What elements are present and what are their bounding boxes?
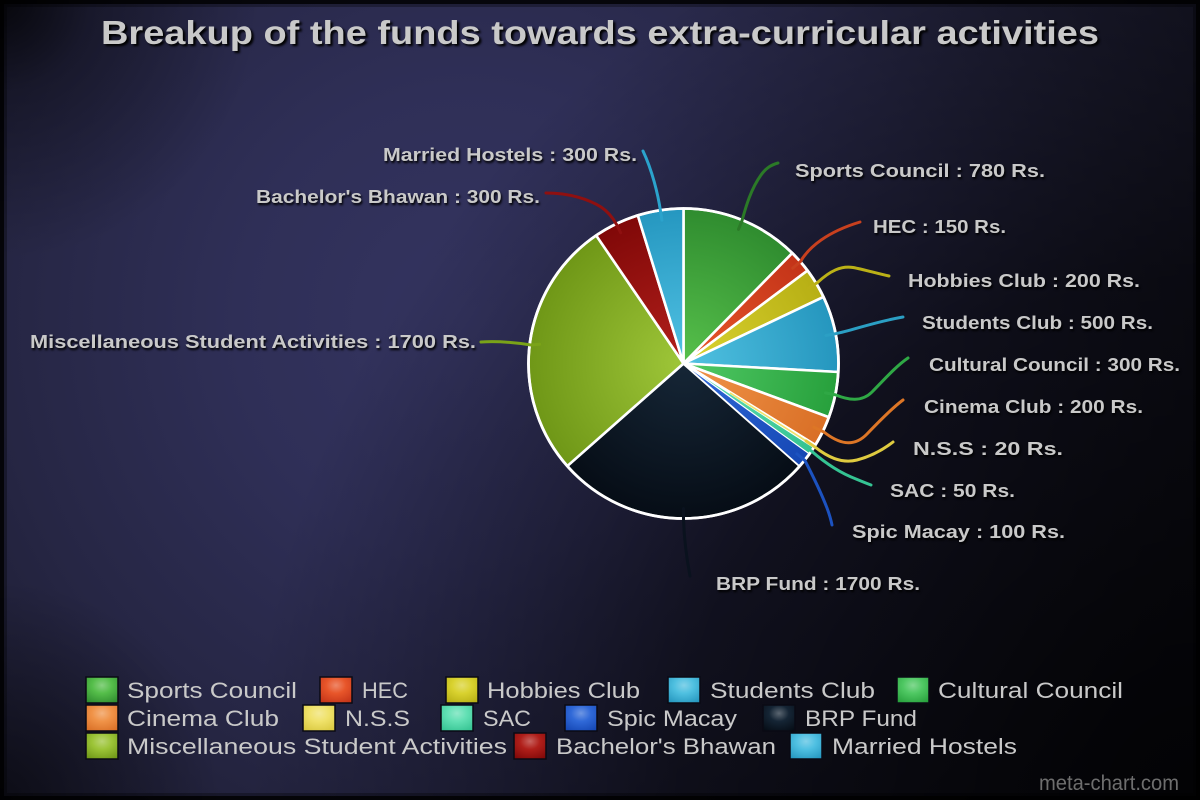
svg-text:SAC: SAC — [483, 706, 531, 731]
svg-text:Married Hostels : 300 Rs.: Married Hostels : 300 Rs. — [383, 144, 637, 165]
svg-text:Breakup of the funds towards e: Breakup of the funds towards extra-curri… — [101, 14, 1099, 51]
svg-text:Cinema Club : 200 Rs.: Cinema Club : 200 Rs. — [924, 396, 1143, 417]
svg-text:Miscellaneous Student Activiti: Miscellaneous Student Activities : 1700 … — [30, 331, 476, 352]
svg-text:SAC : 50 Rs.: SAC : 50 Rs. — [890, 480, 1015, 501]
svg-text:Sports Council : 780 Rs.: Sports Council : 780 Rs. — [795, 160, 1045, 181]
svg-text:Hobbies Club: Hobbies Club — [487, 678, 640, 703]
svg-text:Students Club : 500 Rs.: Students Club : 500 Rs. — [922, 312, 1153, 333]
svg-text:HEC : 150 Rs.: HEC : 150 Rs. — [873, 216, 1006, 237]
svg-text:Sports Council: Sports Council — [127, 678, 297, 703]
svg-text:N.S.S: N.S.S — [345, 706, 410, 731]
svg-text:Bachelor's Bhawan : 300 Rs.: Bachelor's Bhawan : 300 Rs. — [256, 186, 540, 207]
svg-text:Miscellaneous Student Activiti: Miscellaneous Student Activities — [127, 734, 507, 759]
svg-text:Students Club: Students Club — [710, 678, 875, 703]
svg-text:Spic Macay : 100 Rs.: Spic Macay : 100 Rs. — [852, 521, 1065, 542]
svg-text:BRP Fund: BRP Fund — [805, 706, 917, 731]
svg-text:Cinema Club: Cinema Club — [127, 706, 279, 731]
svg-text:Cultural Council: Cultural Council — [938, 678, 1123, 703]
svg-text:Hobbies Club : 200 Rs.: Hobbies Club : 200 Rs. — [908, 270, 1140, 291]
svg-text:Bachelor's Bhawan: Bachelor's Bhawan — [556, 734, 776, 759]
svg-text:BRP Fund : 1700 Rs.: BRP Fund : 1700 Rs. — [716, 573, 920, 594]
svg-text:meta-chart.com: meta-chart.com — [1039, 772, 1179, 795]
svg-text:HEC: HEC — [362, 678, 408, 703]
svg-text:Cultural Council : 300 Rs.: Cultural Council : 300 Rs. — [929, 354, 1180, 375]
svg-text:Married Hostels: Married Hostels — [832, 734, 1017, 759]
svg-text:N.S.S : 20 Rs.: N.S.S : 20 Rs. — [913, 438, 1063, 459]
svg-text:Spic Macay: Spic Macay — [607, 706, 737, 731]
